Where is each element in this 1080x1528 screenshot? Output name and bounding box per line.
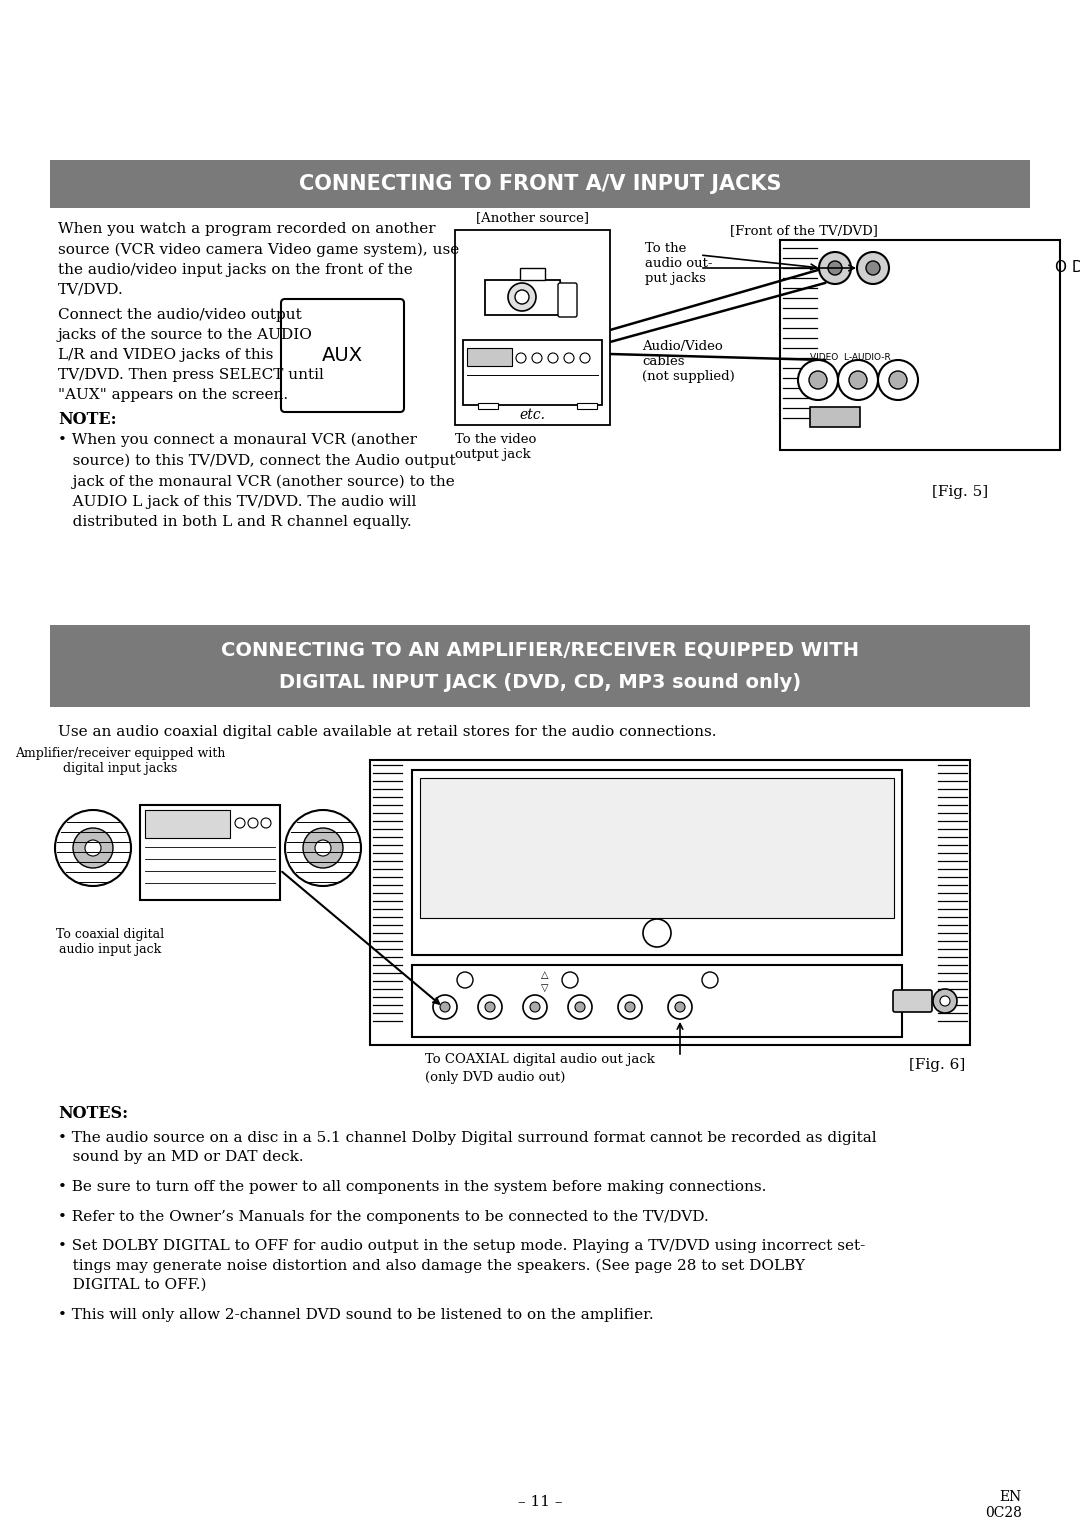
Bar (780, 240, 1059, 451)
Bar (50, 625, 1030, 707)
Circle shape (562, 972, 578, 989)
Circle shape (828, 261, 842, 275)
Circle shape (643, 918, 671, 947)
Circle shape (618, 995, 642, 1019)
Text: • The audio source on a disc in a 5.1 channel Dolby Digital surround format cann: • The audio source on a disc in a 5.1 ch… (58, 1131, 877, 1164)
Text: EN
0C28: EN 0C28 (985, 1490, 1022, 1520)
Text: • Refer to the Owner’s Manuals for the components to be connected to the TV/DVD.: • Refer to the Owner’s Manuals for the c… (58, 1210, 708, 1224)
Circle shape (485, 1002, 495, 1012)
Circle shape (858, 252, 889, 284)
Bar (810, 406, 860, 426)
Text: NOTE:: NOTE: (58, 411, 117, 428)
Text: O D: O D (1055, 260, 1080, 275)
FancyBboxPatch shape (893, 990, 932, 1012)
Circle shape (303, 828, 343, 868)
Bar (411, 770, 902, 955)
Text: • When you connect a monaural VCR (another
   source) to this TV/DVD, connect th: • When you connect a monaural VCR (anoth… (58, 432, 456, 529)
Bar (463, 341, 602, 405)
Text: ▽: ▽ (541, 983, 549, 993)
Circle shape (530, 1002, 540, 1012)
Text: Use an audio coaxial digital cable available at retail stores for the audio conn: Use an audio coaxial digital cable avail… (58, 724, 716, 740)
Text: NOTES:: NOTES: (58, 1105, 129, 1122)
Circle shape (532, 353, 542, 364)
Text: CONNECTING TO AN AMPLIFIER/RECEIVER EQUIPPED WITH: CONNECTING TO AN AMPLIFIER/RECEIVER EQUI… (221, 640, 859, 660)
Circle shape (849, 371, 867, 390)
Bar (478, 403, 498, 410)
Circle shape (85, 840, 102, 856)
Circle shape (675, 1002, 685, 1012)
Text: Audio/Video
cables
(not supplied): Audio/Video cables (not supplied) (642, 341, 734, 384)
Circle shape (702, 972, 718, 989)
Bar (467, 348, 512, 367)
Circle shape (508, 283, 536, 312)
Text: Connect the audio/video output
jacks of the source to the AUDIO
L/R and VIDEO ja: Connect the audio/video output jacks of … (58, 309, 324, 402)
Bar (420, 778, 894, 918)
Bar (577, 403, 597, 410)
Circle shape (261, 817, 271, 828)
Circle shape (940, 996, 950, 1005)
Polygon shape (485, 280, 565, 315)
Text: [Fig. 6]: [Fig. 6] (908, 1057, 966, 1073)
Circle shape (440, 1002, 450, 1012)
Text: • Be sure to turn off the power to all components in the system before making co: • Be sure to turn off the power to all c… (58, 1180, 767, 1193)
Text: CONNECTING TO FRONT A/V INPUT JACKS: CONNECTING TO FRONT A/V INPUT JACKS (299, 174, 781, 194)
Circle shape (838, 361, 878, 400)
FancyBboxPatch shape (558, 283, 577, 316)
Text: When you watch a program recorded on another
source (VCR video camera Video game: When you watch a program recorded on ano… (58, 222, 459, 296)
Text: To COAXIAL digital audio out jack: To COAXIAL digital audio out jack (426, 1053, 654, 1067)
Text: Amplifier/receiver equipped with
digital input jacks: Amplifier/receiver equipped with digital… (15, 747, 226, 775)
Text: [Fig. 5]: [Fig. 5] (932, 484, 988, 500)
Text: VIDEO  L-AUDIO-R: VIDEO L-AUDIO-R (810, 353, 891, 362)
Bar (370, 759, 970, 1045)
Circle shape (516, 353, 526, 364)
Circle shape (889, 371, 907, 390)
Bar (519, 267, 545, 280)
Circle shape (548, 353, 558, 364)
Circle shape (73, 828, 113, 868)
Bar (50, 160, 1030, 208)
Circle shape (457, 972, 473, 989)
Circle shape (515, 290, 529, 304)
Text: – 11 –: – 11 – (517, 1494, 563, 1510)
Circle shape (315, 840, 330, 856)
Circle shape (809, 371, 827, 390)
Text: etc.: etc. (519, 408, 545, 422)
Text: • Set DOLBY DIGITAL to OFF for audio output in the setup mode. Playing a TV/DVD : • Set DOLBY DIGITAL to OFF for audio out… (58, 1239, 865, 1291)
Bar (455, 231, 610, 425)
Bar (145, 810, 230, 837)
Circle shape (669, 995, 692, 1019)
Text: To coaxial digital
audio input jack: To coaxial digital audio input jack (56, 927, 164, 957)
Circle shape (285, 810, 361, 886)
Text: (only DVD audio out): (only DVD audio out) (426, 1071, 565, 1083)
FancyBboxPatch shape (281, 299, 404, 413)
Circle shape (819, 252, 851, 284)
Circle shape (575, 1002, 585, 1012)
Circle shape (878, 361, 918, 400)
Circle shape (523, 995, 546, 1019)
Circle shape (433, 995, 457, 1019)
Text: △: △ (541, 970, 549, 979)
Circle shape (235, 817, 245, 828)
Circle shape (478, 995, 502, 1019)
Text: To the
audio out-
put jacks: To the audio out- put jacks (645, 241, 713, 286)
Circle shape (55, 810, 131, 886)
Text: DIGITAL INPUT JACK (DVD, CD, MP3 sound only): DIGITAL INPUT JACK (DVD, CD, MP3 sound o… (279, 674, 801, 692)
Text: To the video
output jack: To the video output jack (455, 432, 537, 461)
Circle shape (798, 361, 838, 400)
Circle shape (933, 989, 957, 1013)
Bar (411, 966, 902, 1038)
Text: • This will only allow 2-channel DVD sound to be listened to on the amplifier.: • This will only allow 2-channel DVD sou… (58, 1308, 653, 1322)
Circle shape (248, 817, 258, 828)
Circle shape (625, 1002, 635, 1012)
Circle shape (564, 353, 573, 364)
Bar (140, 805, 280, 900)
Text: AUX: AUX (322, 345, 363, 365)
Text: [Another source]: [Another source] (476, 211, 589, 225)
Circle shape (568, 995, 592, 1019)
Text: [Front of the TV/DVD]: [Front of the TV/DVD] (730, 225, 878, 237)
Circle shape (866, 261, 880, 275)
Circle shape (580, 353, 590, 364)
